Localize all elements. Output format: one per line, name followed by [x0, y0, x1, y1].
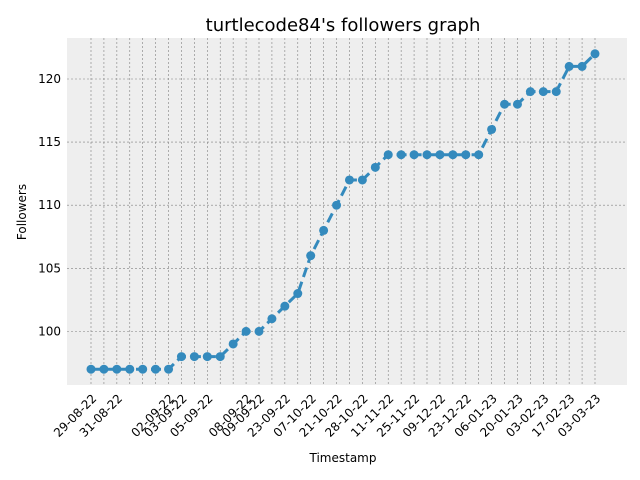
data-point: [525, 87, 535, 97]
series-line: [91, 52, 597, 371]
data-point: [254, 326, 264, 336]
data-point: [383, 150, 393, 160]
grid-lines: [67, 38, 627, 385]
data-point: [538, 87, 548, 97]
data-point: [435, 150, 445, 160]
data-point: [500, 99, 510, 109]
data-point: [215, 352, 225, 362]
data-point: [112, 364, 122, 374]
x-axis-label: Timestamp: [309, 451, 377, 465]
chart-title: turtlecode84's followers graph: [206, 15, 481, 36]
y-tick-label: 110: [38, 198, 61, 212]
data-point: [86, 364, 96, 374]
y-axis-ticks: 100 105 110 115 120: [38, 72, 61, 338]
data-point: [564, 61, 574, 71]
y-tick-label: 115: [38, 135, 61, 149]
data-point: [241, 326, 251, 336]
data-point: [370, 162, 380, 172]
y-tick-label: 120: [38, 72, 61, 86]
data-point: [551, 87, 561, 97]
data-point: [138, 364, 148, 374]
data-point: [293, 289, 303, 299]
data-point: [280, 301, 290, 311]
data-point: [409, 150, 419, 160]
data-point: [228, 339, 238, 349]
data-point: [590, 49, 600, 59]
data-point: [164, 364, 174, 374]
data-points: [86, 49, 600, 374]
data-point: [577, 61, 587, 71]
data-point: [487, 124, 497, 134]
data-point: [151, 364, 161, 374]
y-tick-label: 100: [38, 324, 61, 338]
plot-area: [67, 38, 627, 385]
data-point: [332, 200, 342, 210]
data-point: [396, 150, 406, 160]
data-point: [422, 150, 432, 160]
data-point: [319, 225, 329, 235]
data-point: [189, 352, 199, 362]
data-point: [474, 150, 484, 160]
data-point: [99, 364, 109, 374]
data-point: [176, 352, 186, 362]
data-point: [202, 352, 212, 362]
data-point: [461, 150, 471, 160]
y-axis-label: Followers: [15, 184, 29, 240]
data-point: [306, 251, 316, 261]
y-tick-label: 105: [38, 261, 61, 275]
data-point: [125, 364, 135, 374]
data-point: [344, 175, 354, 185]
data-point: [448, 150, 458, 160]
data-point: [512, 99, 522, 109]
data-point: [357, 175, 367, 185]
data-point: [267, 314, 277, 324]
